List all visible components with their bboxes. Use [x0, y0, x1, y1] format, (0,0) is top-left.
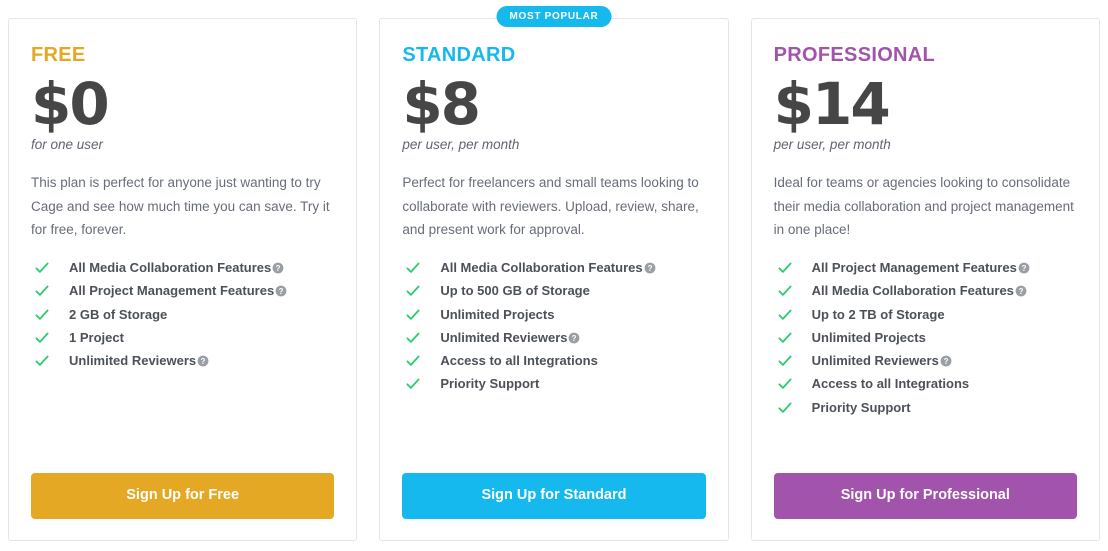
feature-item: All Media Collaboration Features? — [31, 260, 334, 276]
plan-features-professional: All Project Management Features? All Medi… — [774, 260, 1077, 473]
feature-item: All Project Management Features? — [31, 283, 334, 299]
feature-label: Unlimited Projects — [811, 329, 926, 345]
feature-label: All Media Collaboration Features? — [440, 260, 655, 276]
plan-price-professional: $14 — [773, 70, 891, 138]
signup-button-standard[interactable]: Sign Up for Standard — [402, 473, 706, 519]
plan-price-note-free: for one user — [31, 137, 104, 153]
help-circle-icon[interactable]: ? — [1015, 285, 1027, 297]
feature-label: Up to 500 GB of Storage — [440, 283, 590, 299]
feature-label: Up to 2 TB of Storage — [811, 306, 945, 322]
pricing-card-professional: PROFESSIONAL $14 per user, per month Ideal … — [750, 18, 1100, 541]
feature-item: Access to all Integrations — [402, 353, 705, 369]
plan-name-standard: STANDARD — [402, 44, 516, 66]
feature-label: Unlimited Reviewers? — [812, 353, 952, 369]
feature-item: Priority Support — [774, 400, 1077, 416]
help-circle-icon[interactable]: ? — [275, 285, 287, 297]
feature-item: Unlimited Reviewers? — [774, 353, 1077, 369]
plan-price-free: $0 — [31, 70, 110, 138]
feature-label: All Media Collaboration Features? — [69, 260, 284, 276]
help-circle-icon[interactable]: ? — [272, 262, 284, 274]
feature-label: All Project Management Features? — [69, 283, 287, 299]
checkmark-icon — [778, 377, 792, 391]
plan-name-professional: PROFESSIONAL — [773, 44, 936, 66]
checkmark-icon — [406, 284, 420, 298]
plan-description-free: This plan is perfect for anyone just wan… — [31, 175, 330, 237]
feature-label: 1 Project — [69, 329, 124, 345]
checkmark-icon — [406, 261, 420, 275]
svg-text:?: ? — [1021, 264, 1026, 273]
feature-label: Unlimited Reviewers? — [69, 353, 209, 369]
svg-text:?: ? — [276, 264, 281, 273]
svg-text:?: ? — [943, 357, 948, 366]
signup-button-professional[interactable]: Sign Up for Professional — [773, 473, 1077, 519]
help-circle-icon[interactable]: ? — [568, 332, 580, 344]
svg-text:?: ? — [647, 264, 652, 273]
most-popular-badge: MOST POPULAR — [496, 6, 612, 27]
checkmark-icon — [778, 284, 792, 298]
checkmark-icon — [406, 354, 420, 368]
checkmark-icon — [35, 261, 49, 275]
svg-text:?: ? — [572, 334, 577, 343]
feature-item: Up to 500 GB of Storage — [402, 283, 705, 299]
help-circle-icon[interactable]: ? — [197, 355, 209, 367]
pricing-card-standard: MOST POPULAR STANDARD $8 per user, per mont… — [379, 6, 729, 541]
feature-item: Priority Support — [402, 376, 705, 392]
feature-label: Unlimited Projects — [440, 306, 555, 322]
plan-name-free: FREE — [31, 44, 86, 66]
feature-item: 2 GB of Storage — [31, 307, 334, 323]
feature-item: All Media Collaboration Features? — [774, 283, 1077, 299]
feature-label: Priority Support — [811, 399, 911, 415]
checkmark-icon — [35, 284, 49, 298]
feature-item: Up to 2 TB of Storage — [774, 307, 1077, 323]
plan-description-professional: Ideal for teams or agencies looking to c… — [773, 175, 1074, 237]
svg-text:?: ? — [1019, 287, 1024, 296]
checkmark-icon — [778, 401, 792, 415]
plan-features-standard: All Media Collaboration Features? Up to 5… — [402, 260, 705, 473]
plan-description-standard: Perfect for freelancers and small teams … — [402, 175, 699, 237]
checkmark-icon — [778, 354, 792, 368]
plan-price-standard: $8 — [402, 70, 481, 138]
feature-label: Access to all Integrations — [440, 353, 598, 368]
feature-label: Access to all Integrations — [811, 376, 970, 392]
help-circle-icon[interactable]: ? — [940, 355, 952, 367]
checkmark-icon — [35, 331, 49, 345]
signup-button-free[interactable]: Sign Up for Free — [31, 473, 335, 519]
svg-text:?: ? — [201, 357, 206, 366]
feature-item: Unlimited Reviewers? — [31, 353, 334, 369]
feature-item: Unlimited Projects — [774, 330, 1077, 346]
feature-item: Unlimited Reviewers? — [402, 330, 705, 346]
checkmark-icon — [778, 308, 792, 322]
checkmark-icon — [778, 331, 792, 345]
svg-text:?: ? — [279, 287, 284, 296]
feature-label: 2 GB of Storage — [69, 306, 168, 322]
feature-item: 1 Project — [31, 330, 334, 346]
help-circle-icon[interactable]: ? — [1018, 262, 1030, 274]
feature-label: All Project Management Features? — [812, 260, 1030, 276]
feature-label: Unlimited Reviewers? — [440, 330, 580, 346]
plan-price-note-standard: per user, per month — [402, 137, 520, 153]
checkmark-icon — [406, 377, 420, 391]
checkmark-icon — [778, 261, 792, 275]
feature-label: Priority Support — [440, 376, 540, 392]
plan-features-free: All Media Collaboration Features? All Pro… — [31, 260, 334, 473]
feature-item: Access to all Integrations — [774, 376, 1077, 392]
feature-item: All Project Management Features? — [774, 260, 1077, 276]
feature-item: All Media Collaboration Features? — [402, 260, 705, 276]
help-circle-icon[interactable]: ? — [644, 262, 656, 274]
checkmark-icon — [35, 308, 49, 322]
checkmark-icon — [406, 308, 420, 322]
checkmark-icon — [35, 354, 49, 368]
feature-item: Unlimited Projects — [402, 307, 705, 323]
pricing-card-free: FREE $0 for one user This plan is perfect f… — [8, 18, 358, 541]
feature-label: All Media Collaboration Features? — [812, 283, 1027, 299]
plan-price-note-professional: per user, per month — [773, 137, 891, 153]
checkmark-icon — [406, 331, 420, 345]
